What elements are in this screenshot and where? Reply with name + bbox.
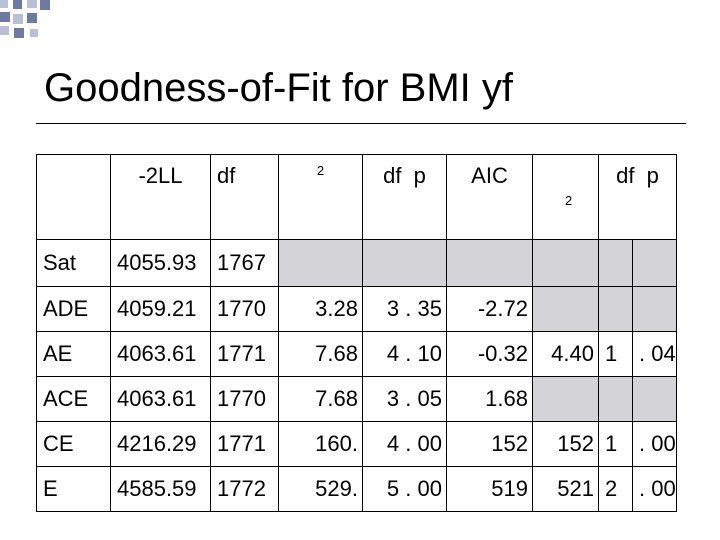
df-p-cell: 4 . 10 <box>362 331 447 377</box>
delta-chi-cell: 152 <box>532 421 599 467</box>
df-cell: 1771 <box>210 421 279 467</box>
delta-p-cell <box>632 376 677 422</box>
model-cell: CE <box>36 421 111 467</box>
deco-square <box>14 28 24 38</box>
ll-cell: 4063.61 <box>110 376 211 422</box>
header-model-cell <box>36 154 111 240</box>
aic-cell: -2.72 <box>446 286 533 332</box>
deco-square <box>40 0 50 10</box>
df-cell: 1771 <box>210 331 279 377</box>
delta-chi-cell: 521 <box>532 466 599 512</box>
deco-square <box>0 12 10 22</box>
delta-df-cell <box>598 376 633 422</box>
aic-cell: 152 <box>446 421 533 467</box>
df-p-cell: 3 . 35 <box>362 286 447 332</box>
header-df-p: df p <box>362 154 447 240</box>
deco-square <box>13 0 22 9</box>
deco-square <box>27 0 37 8</box>
header-df: df <box>210 154 279 240</box>
table-row: Sat 4055.93 1767 <box>36 239 677 287</box>
aic-cell: -0.32 <box>446 331 533 377</box>
chi-cell: 160. <box>278 421 363 467</box>
delta-df-cell <box>598 239 633 287</box>
ll-cell: 4063.61 <box>110 331 211 377</box>
aic-cell <box>446 239 533 287</box>
goodness-of-fit-table: -2LL df 2 df p AIC 2 df p Sat 4055.93 1767… <box>36 154 677 512</box>
ll-cell: 4216.29 <box>110 421 211 467</box>
table-row: AE 4063.61 1771 7.68 4 . 10 -0.32 4.40 1. 04 <box>36 331 677 377</box>
deco-square <box>13 14 23 24</box>
deco-square <box>27 13 37 23</box>
model-cell: E <box>36 466 111 512</box>
deco-square <box>30 29 38 37</box>
table-row: ACE 4063.61 1770 7.68 3 . 05 1.68 <box>36 376 677 422</box>
header-aic: AIC <box>446 154 533 240</box>
slide-title: Goodness-of-Fit for BMI yf <box>44 66 514 110</box>
chi-cell: 529. <box>278 466 363 512</box>
chi-cell: 3.28 <box>278 286 363 332</box>
model-cell: ADE <box>36 286 111 332</box>
delta-df-cell: 1 <box>598 331 633 377</box>
df-cell: 1772 <box>210 466 279 512</box>
delta-chi-cell <box>532 239 599 287</box>
model-cell: ACE <box>36 376 111 422</box>
df-cell: 1767 <box>210 239 279 287</box>
table-row: ADE 4059.21 1770 3.28 3 . 35 -2.72 <box>36 286 677 332</box>
aic-cell: 519 <box>446 466 533 512</box>
delta-df-cell: 2 <box>598 466 633 512</box>
table-header-row: -2LL df 2 df p AIC 2 df p <box>36 154 677 240</box>
table-row: E 4585.59 1772 529. 5 . 00 519 521 2. 00 <box>36 466 677 512</box>
deco-square <box>0 26 9 35</box>
delta-df-cell: 1 <box>598 421 633 467</box>
df-p-cell: 3 . 05 <box>362 376 447 422</box>
delta-chi-cell <box>532 286 599 332</box>
chi-cell: 7.68 <box>278 376 363 422</box>
df-p-cell: 4 . 00 <box>362 421 447 467</box>
chi-cell: 7.68 <box>278 331 363 377</box>
model-cell: AE <box>36 331 111 377</box>
aic-cell: 1.68 <box>446 376 533 422</box>
deco-square <box>0 0 8 8</box>
header-ll: -2LL <box>110 154 211 240</box>
ll-cell: 4585.59 <box>110 466 211 512</box>
delta-p-cell <box>632 239 677 287</box>
ll-cell: 4059.21 <box>110 286 211 332</box>
delta-chi-cell: 4.40 <box>532 331 599 377</box>
df-cell: 1770 <box>210 376 279 422</box>
delta-p-cell: . 04 <box>632 331 677 377</box>
title-divider <box>36 123 686 124</box>
header-delta-chi-square: 2 <box>532 154 599 240</box>
ll-cell: 4055.93 <box>110 239 211 287</box>
delta-p-cell <box>632 286 677 332</box>
delta-chi-cell <box>532 376 599 422</box>
df-p-cell <box>362 239 447 287</box>
df-cell: 1770 <box>210 286 279 332</box>
corner-decoration <box>0 0 80 40</box>
header-df-p-2: df p <box>598 154 677 240</box>
delta-p-cell: . 00 <box>632 421 677 467</box>
delta-df-cell <box>598 286 633 332</box>
header-chi-square: 2 <box>278 154 363 240</box>
delta-p-cell: . 00 <box>632 466 677 512</box>
df-p-cell: 5 . 00 <box>362 466 447 512</box>
model-cell: Sat <box>36 239 111 287</box>
chi-cell <box>278 239 363 287</box>
table-row: CE 4216.29 1771 160. 4 . 00 152 152 1. 00 <box>36 421 677 467</box>
